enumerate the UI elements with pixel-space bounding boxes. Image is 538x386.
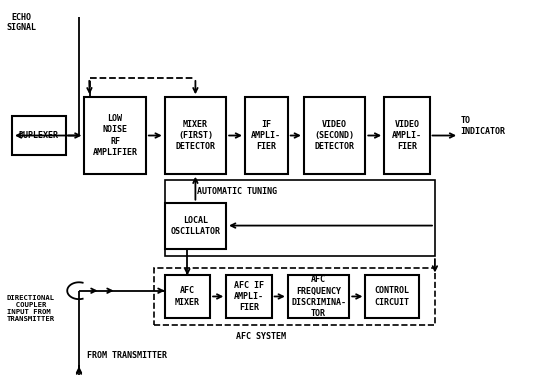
Bar (245, 97, 288, 174)
Text: AUTOMATIC TUNING: AUTOMATIC TUNING (197, 187, 277, 196)
Text: VIDEO
(SECOND)
DETECTOR: VIDEO (SECOND) DETECTOR (315, 120, 355, 151)
Text: DUPLEXER: DUPLEXER (19, 131, 59, 140)
Text: VIDEO
AMPLI-
FIER: VIDEO AMPLI- FIER (392, 120, 422, 151)
Bar (226, 275, 272, 318)
Text: CONTROL
CIRCUIT: CONTROL CIRCUIT (374, 286, 409, 306)
Text: AFC
FREQUENCY
DISCRIMINA-
TOR: AFC FREQUENCY DISCRIMINA- TOR (291, 275, 346, 318)
Bar (84, 97, 146, 174)
Text: FROM TRANSMITTER: FROM TRANSMITTER (87, 351, 167, 361)
Bar (165, 179, 435, 256)
Text: LOCAL
OSCILLATOR: LOCAL OSCILLATOR (171, 215, 221, 235)
Bar (365, 275, 419, 318)
Text: AFC SYSTEM: AFC SYSTEM (236, 332, 286, 341)
Bar (288, 275, 349, 318)
Text: MIXER
(FIRST)
DETECTOR: MIXER (FIRST) DETECTOR (175, 120, 215, 151)
Bar (165, 203, 226, 249)
Text: IF
AMPLI-
FIER: IF AMPLI- FIER (251, 120, 281, 151)
Text: AFC
MIXER: AFC MIXER (175, 286, 200, 306)
Bar (304, 97, 365, 174)
Bar (165, 97, 226, 174)
Bar (384, 97, 429, 174)
Bar (12, 116, 66, 155)
Text: ECHO
SIGNAL: ECHO SIGNAL (7, 13, 37, 32)
Bar (154, 268, 435, 325)
Text: DIRECTIONAL
  COUPLER
INPUT FROM
TRANSMITTER: DIRECTIONAL COUPLER INPUT FROM TRANSMITT… (7, 295, 55, 322)
Bar (165, 275, 210, 318)
Text: TO
INDICATOR: TO INDICATOR (461, 116, 506, 135)
Text: AFC IF
AMPLI-
FIER: AFC IF AMPLI- FIER (234, 281, 264, 312)
Text: LOW
NOISE
RF
AMPLIFIER: LOW NOISE RF AMPLIFIER (93, 114, 138, 157)
